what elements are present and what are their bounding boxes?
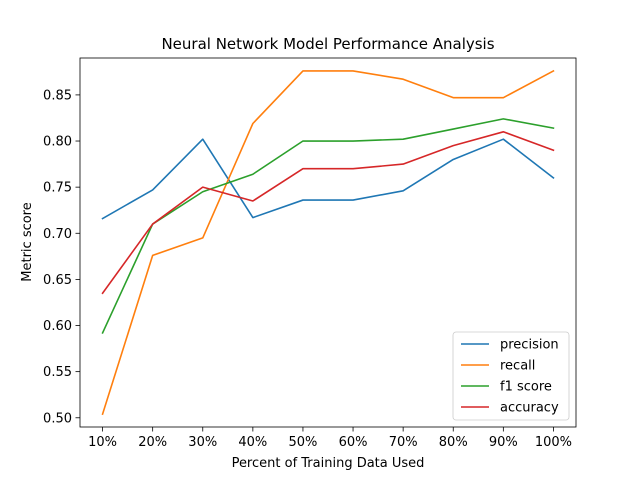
chart-title: Neural Network Model Performance Analysi…	[161, 35, 494, 53]
legend-label-f1-score: f1 score	[500, 380, 552, 395]
legend-label-recall: recall	[500, 359, 535, 374]
y-axis-label: Metric score	[20, 202, 35, 281]
plot-frame	[79, 57, 577, 428]
x-tick-label: 40%	[238, 435, 267, 450]
x-tick-label: 90%	[489, 435, 518, 450]
y-tick-label: 0.60	[43, 319, 72, 334]
y-tick-label: 0.75	[43, 181, 72, 196]
x-tick-label: 10%	[88, 435, 117, 450]
x-axis-label: Percent of Training Data Used	[232, 456, 425, 471]
legend-label-accuracy: accuracy	[500, 401, 559, 416]
x-tick-label: 60%	[339, 435, 368, 450]
y-tick-label: 0.65	[43, 273, 72, 288]
series-line-precision	[101, 138, 555, 220]
y-tick-label: 0.70	[43, 227, 72, 242]
series-line-recall	[101, 69, 555, 416]
y-tick-label: 0.50	[43, 411, 72, 426]
legend: precision recall f1 score accuracy	[452, 331, 570, 421]
series-line-f1-score	[101, 118, 555, 334]
x-tick-label: 80%	[439, 435, 468, 450]
legend-box	[452, 331, 570, 421]
x-tick-label: 100%	[535, 435, 572, 450]
x-tick-label: 20%	[138, 435, 167, 450]
series-line-accuracy	[101, 131, 555, 295]
y-tick-label: 0.85	[43, 88, 72, 103]
y-tick-label: 0.55	[43, 365, 72, 380]
legend-label-precision: precision	[500, 338, 559, 353]
x-tick-label: 70%	[389, 435, 418, 450]
y-tick-label: 0.80	[43, 135, 72, 150]
plot-area: 10% 20% 30% 40% 50% 60% 70% 80% 90% 100% 0.50 0.55 0…	[43, 57, 577, 450]
x-tick-label: 50%	[288, 435, 317, 450]
x-tick-label: 30%	[188, 435, 217, 450]
